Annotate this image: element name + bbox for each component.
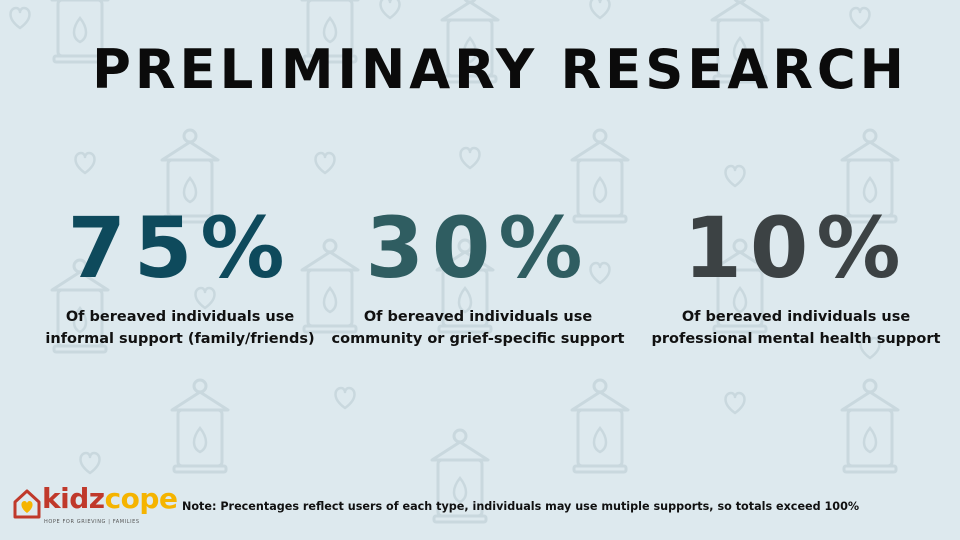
logo-wordmark-cope: cope bbox=[104, 482, 178, 515]
stat-informal-support: 75% Of bereaved individuals use informal… bbox=[30, 200, 330, 350]
logo-wordmark: kidzcope bbox=[42, 482, 178, 515]
logo-tagline: HOPE FOR GRIEVING | FAMILIES bbox=[44, 519, 140, 525]
stat-professional-support: 10% Of bereaved individuals use professi… bbox=[646, 200, 946, 350]
kidzcope-logo: kidzcope HOPE FOR GRIEVING | FAMILIES bbox=[12, 482, 178, 530]
stat-description: Of bereaved individuals use professional… bbox=[651, 309, 941, 347]
stat-community-support: 30% Of bereaved individuals use communit… bbox=[328, 200, 628, 350]
stat-value: 10% bbox=[683, 199, 909, 297]
house-heart-icon bbox=[13, 489, 41, 519]
page-title: PRELIMINARY RESEARCH bbox=[92, 38, 908, 101]
stat-description: Of bereaved individuals use informal sup… bbox=[45, 309, 315, 347]
stat-value: 75% bbox=[67, 199, 293, 297]
logo-wordmark-kidz: kidz bbox=[42, 482, 105, 515]
stat-value: 30% bbox=[365, 199, 591, 297]
footnote: Note: Precentages reflect users of each … bbox=[182, 500, 860, 513]
stat-description: Of bereaved individuals use community or… bbox=[331, 309, 625, 347]
